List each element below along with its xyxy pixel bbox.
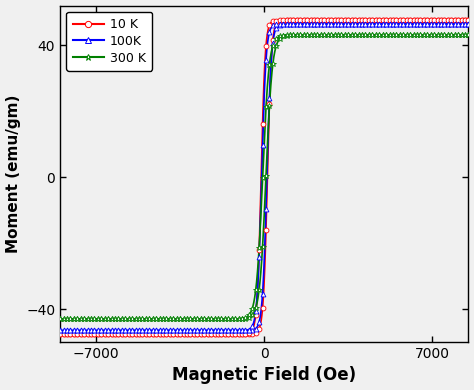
- Y-axis label: Moment (emu/gm): Moment (emu/gm): [6, 95, 20, 253]
- Legend: 10 K, 100K, 300 K: 10 K, 100K, 300 K: [66, 12, 152, 71]
- X-axis label: Magnetic Field (Oe): Magnetic Field (Oe): [172, 367, 356, 385]
